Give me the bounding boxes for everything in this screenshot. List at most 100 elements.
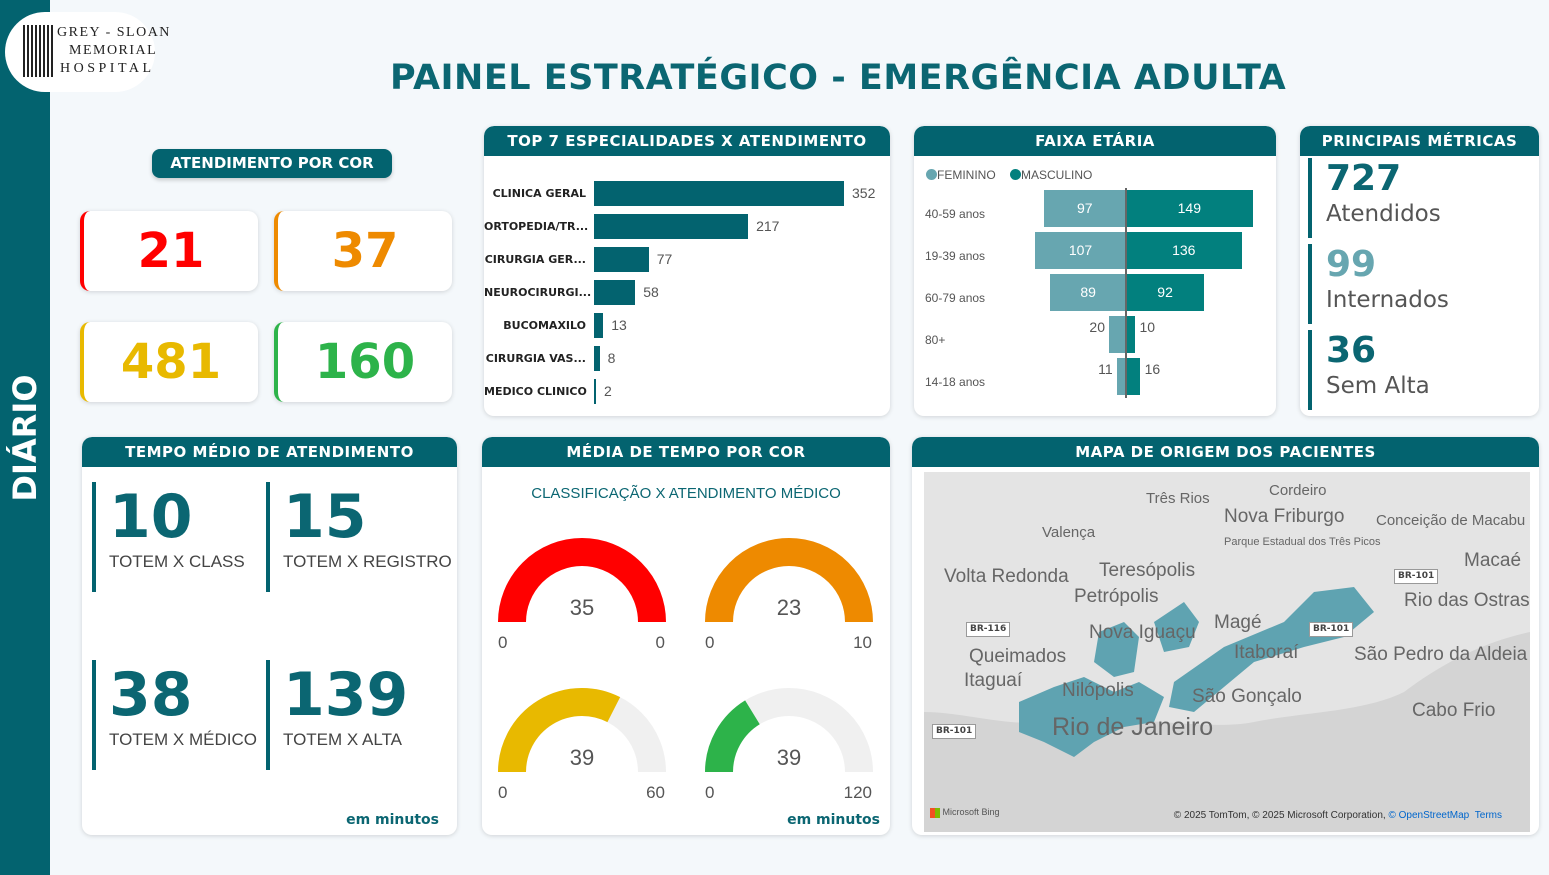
map-place-label: Itaboraí — [1234, 642, 1299, 663]
female-value: 89 — [1080, 284, 1096, 300]
female-value: 107 — [1068, 242, 1093, 258]
atendimento-cor-title: ATENDIMENTO POR COR — [152, 149, 392, 178]
bar-value: 2 — [604, 383, 612, 399]
bar — [594, 214, 749, 239]
male-value: 136 — [1172, 242, 1196, 258]
bar-label: CLINICA GERAL — [492, 187, 586, 200]
female-bar — [1109, 316, 1126, 353]
male-bar — [1126, 358, 1140, 395]
bar-value: 217 — [756, 218, 780, 234]
region-iguacu — [1094, 622, 1139, 677]
gauge-min: 0 — [705, 633, 715, 652]
tempo-value: 15 — [283, 482, 367, 552]
legend-dot-icon — [1010, 169, 1021, 180]
gauge-subtitle: CLASSIFICAÇÃO X ATENDIMENTO MÉDICO — [531, 485, 841, 502]
sidebar: DIÁRIO — [0, 0, 50, 875]
unit-label: em minutos — [787, 812, 880, 828]
male-value: 92 — [1157, 284, 1173, 300]
metric-value: 36 — [1326, 330, 1377, 371]
faixa-etaria-card: FAIXA ETÁRIA FEMININO MASCULINO 40-59 anos… — [914, 126, 1276, 416]
bar — [594, 280, 636, 305]
tempo-value: 139 — [283, 660, 409, 730]
gauge — [498, 688, 666, 773]
legend-item: FEMININO — [926, 168, 996, 182]
bar-value: 8 — [607, 350, 616, 366]
female-bar — [1043, 190, 1126, 227]
map-place-label: Itaguaí — [964, 670, 1023, 691]
mapa-card: MAPA DE ORIGEM DOS PACIENTES Microsoft B… — [912, 437, 1539, 835]
unit-label: em minutos — [346, 812, 439, 828]
gauge-max: 120 — [843, 783, 872, 802]
gauge-fill — [705, 538, 873, 623]
male-value: 149 — [1177, 200, 1201, 216]
region-itaborai — [1169, 587, 1374, 712]
tempo-item: 10 TOTEM X CLASS — [92, 482, 245, 592]
female-bar — [1050, 274, 1126, 311]
age-label: 19-39 anos — [925, 249, 986, 263]
map-place-label: Rio das Ostras — [1404, 590, 1530, 611]
gauge-fill — [705, 700, 761, 773]
card-title: MÉDIA DE TEMPO POR COR — [482, 437, 890, 467]
axis-line — [1125, 188, 1127, 398]
map-place-label: Queimados — [969, 646, 1067, 667]
bing-logo: Microsoft Bing — [930, 806, 1000, 818]
bar — [594, 181, 844, 206]
metric-label: Sem Alta — [1326, 373, 1430, 399]
tempo-label: TOTEM X REGISTRO — [283, 552, 452, 571]
tempo-medio-card: TEMPO MÉDIO DE ATENDIMENTO em minutos 10… — [82, 437, 457, 835]
metric-value: 99 — [1326, 244, 1377, 285]
card-title: PRINCIPAIS MÉTRICAS — [1300, 126, 1539, 156]
map-place-label: Macaé — [1464, 550, 1522, 571]
bar — [594, 346, 600, 371]
legend-dot-icon — [926, 169, 937, 180]
bar — [594, 379, 596, 404]
map-place-label: Cabo Frio — [1412, 700, 1496, 721]
logo-text: HOSPITAL — [60, 61, 155, 76]
terms-link[interactable]: Terms — [1474, 810, 1502, 821]
card-title: TEMPO MÉDIO DE ATENDIMENTO — [82, 437, 457, 467]
male-value: 10 — [1139, 319, 1156, 335]
osm-link[interactable]: © OpenStreetMap — [1388, 810, 1470, 821]
road-shield: BR-116 — [966, 622, 1011, 637]
logo-text: MEMORIAL — [69, 43, 158, 58]
female-bar — [1035, 232, 1126, 269]
metricas-card: PRINCIPAIS MÉTRICAS 727 Atendidos 99 Intern… — [1300, 126, 1539, 416]
map-place-label: Conceição de Macabu — [1376, 512, 1526, 529]
map-place-label: Valença — [1042, 524, 1096, 541]
tempo-item: 38 TOTEM X MÉDICO — [92, 660, 257, 770]
age-label: 80+ — [925, 333, 946, 347]
female-value: 20 — [1089, 319, 1105, 335]
female-bar — [1116, 358, 1126, 395]
age-label: 60-79 anos — [925, 291, 986, 305]
page-title: PAINEL ESTRATÉGICO - EMERGÊNCIA ADULTA — [390, 58, 1287, 98]
road-shield: BR-101 — [932, 724, 977, 739]
card-title: MAPA DE ORIGEM DOS PACIENTES — [912, 437, 1539, 467]
bar-label: NEUROCIRURGI... — [484, 286, 592, 299]
map-place-label: Teresópolis — [1099, 560, 1196, 581]
map-place-label: Nilópolis — [1062, 680, 1134, 701]
gauge — [705, 538, 873, 623]
metric-internados: 99 Internados — [1308, 244, 1449, 324]
bar-label: BUCOMAXILO — [503, 319, 586, 332]
gauge-max: 60 — [646, 783, 665, 802]
map-place-label: Magé — [1214, 612, 1262, 633]
color-count-card: 160 — [274, 322, 452, 402]
media-tempo-card: MÉDIA DE TEMPO POR COR CLASSIFICAÇÃO X A… — [482, 437, 890, 835]
tempo-value: 38 — [109, 660, 193, 730]
gauge-max: 0 — [655, 633, 665, 652]
metric-sem-alta: 36 Sem Alta — [1308, 330, 1430, 410]
map-place-label: Nova Friburgo — [1224, 506, 1345, 527]
map-place-label: Rio de Janeiro — [1052, 713, 1214, 741]
metric-value: 727 — [1326, 158, 1402, 199]
map[interactable]: Microsoft Bing © 2025 TomTom, © 2025 Mic… — [924, 472, 1530, 832]
logo-text: GREY - SLOAN — [57, 25, 171, 40]
map-place-label: São Gonçalo — [1192, 686, 1302, 707]
map-shapes — [924, 472, 1530, 757]
tempo-item: 139 TOTEM X ALTA — [266, 660, 408, 770]
male-bar — [1126, 190, 1253, 227]
bar-value: 58 — [643, 284, 659, 300]
tempo-item: 15 TOTEM X REGISTRO — [266, 482, 452, 592]
gauge-value: 39 — [776, 745, 802, 770]
gauge-fill — [498, 538, 666, 623]
female-value: 97 — [1076, 200, 1093, 216]
